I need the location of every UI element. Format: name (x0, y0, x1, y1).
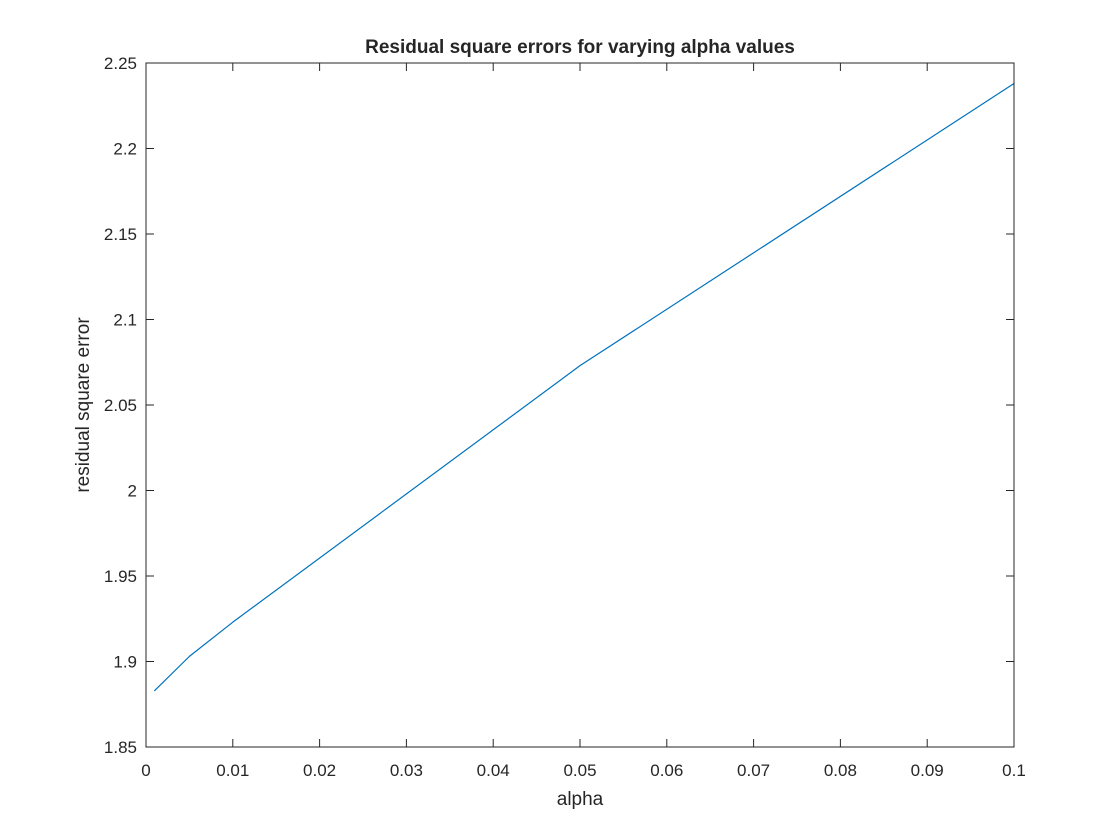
x-tick-label: 0.06 (650, 761, 683, 780)
x-tick-label: 0.1 (1002, 761, 1026, 780)
x-tick-label: 0.09 (911, 761, 944, 780)
chart-title: Residual square errors for varying alpha… (365, 37, 795, 58)
y-tick-label: 1.95 (104, 567, 137, 586)
y-tick-label: 2.25 (104, 54, 137, 73)
x-tick-label: 0.03 (390, 761, 423, 780)
x-tick-label: 0 (141, 761, 150, 780)
y-axis-ticks: 1.85 1.9 1.95 2 2.05 2.1 2.15 2.2 2.25 (104, 54, 1014, 757)
x-axis-label: alpha (557, 789, 604, 810)
y-tick-label: 1.85 (104, 738, 137, 757)
x-tick-label: 0.04 (477, 761, 510, 780)
y-tick-label: 2.2 (113, 140, 137, 159)
y-tick-label: 2.05 (104, 396, 137, 415)
x-tick-label: 0.01 (216, 761, 249, 780)
x-tick-label: 0.02 (303, 761, 336, 780)
y-tick-label: 1.9 (113, 653, 137, 672)
plot-area (146, 63, 1014, 747)
x-tick-label: 0.07 (737, 761, 770, 780)
series-line (154, 82, 1015, 692)
x-axis-ticks: 0 0.01 0.02 0.03 0.04 0.05 0.06 0.07 0.08 0.09 0.1 (141, 63, 1026, 780)
y-tick-label: 2.1 (113, 311, 137, 330)
x-tick-label: 0.05 (563, 761, 596, 780)
y-tick-label: 2 (128, 482, 137, 501)
y-axis-label: residual square error (73, 317, 94, 493)
x-tick-label: 0.08 (824, 761, 857, 780)
y-tick-label: 2.15 (104, 225, 137, 244)
series-layer (154, 82, 1015, 692)
